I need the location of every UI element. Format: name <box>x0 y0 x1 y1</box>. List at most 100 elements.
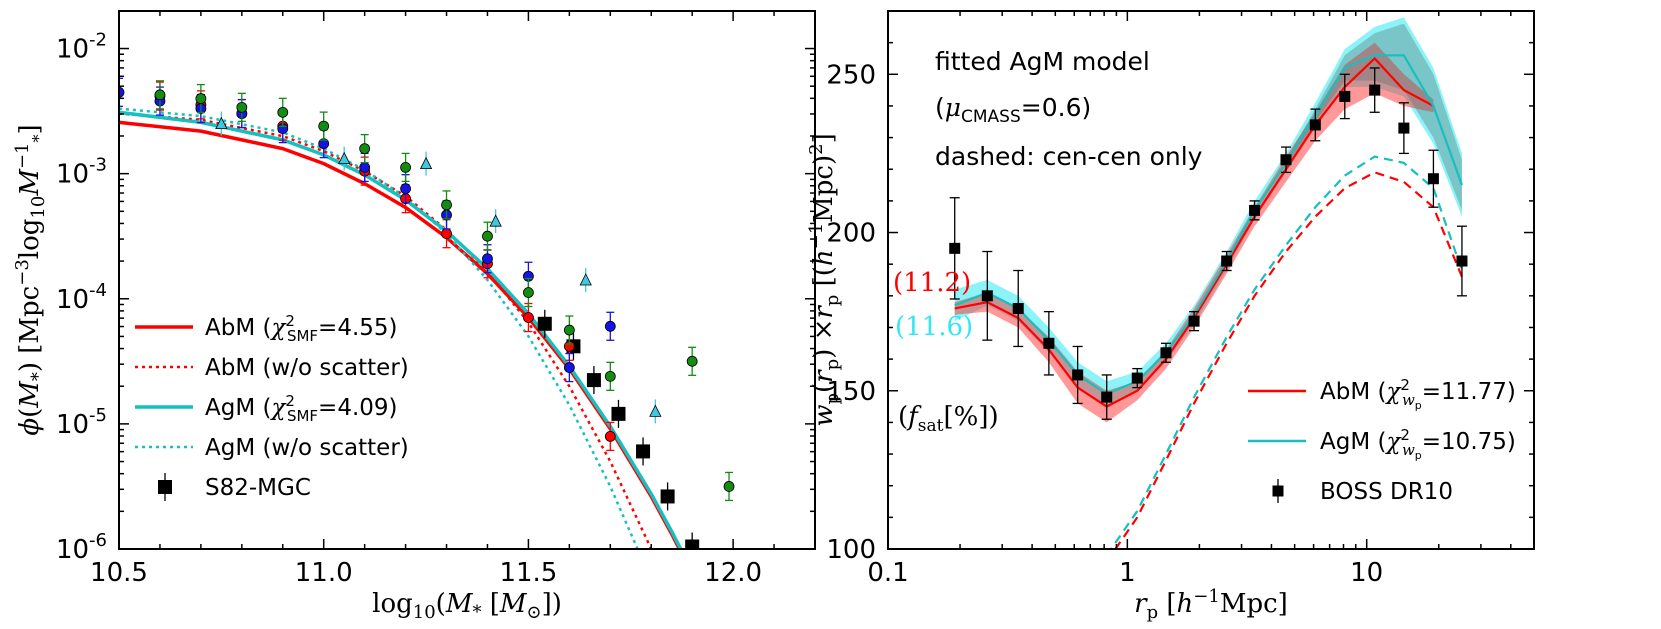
data-point-green <box>154 89 166 101</box>
legend-label: AgM (χ2 SMF=4.09) <box>205 392 398 425</box>
data-point-blue <box>482 253 493 265</box>
legend-chi: χ <box>1384 429 1402 455</box>
y-tick-exponent: -5 <box>89 405 107 426</box>
data-point-boss <box>981 290 993 302</box>
band-abm <box>954 42 1434 423</box>
data-point-green <box>441 199 452 211</box>
data-point-s82-mgc <box>611 406 626 421</box>
data-point-boss <box>1369 84 1381 96</box>
data-point-blue <box>604 320 616 332</box>
x-tick-label: 11.0 <box>295 558 353 588</box>
data-point-boss <box>1280 154 1292 166</box>
data-point-boss <box>1072 369 1084 381</box>
legend-chi-sub: SMF <box>287 327 318 345</box>
legend-chi: χ <box>269 315 287 341</box>
data-point-green <box>400 161 411 173</box>
legend-chi: χ <box>1384 379 1402 405</box>
data-point-triangle <box>649 404 662 417</box>
right-axes-frame <box>887 10 1535 550</box>
x-tick-label: 10.5 <box>90 558 148 588</box>
data-point-boss <box>1249 204 1261 216</box>
y-tick-exponent: -4 <box>89 280 107 301</box>
data-point-green <box>277 106 289 118</box>
band-agm <box>954 17 1462 407</box>
legend-chi-sup: 2 <box>285 312 295 330</box>
y-tick-label: 100 <box>826 535 876 565</box>
data-point-triangle <box>579 273 592 286</box>
right-ylabel: wp(rp) ×rp [(h−1Mpc)2] <box>806 133 843 427</box>
data-point-boss <box>1339 90 1351 102</box>
data-point-s82-mgc <box>537 316 552 331</box>
legend-marker-square <box>158 480 172 494</box>
y-tick-label: 200 <box>826 219 876 249</box>
data-point-green <box>563 324 575 336</box>
data-point-boss <box>1043 337 1055 349</box>
legend-chi-value: =4.55) <box>318 315 397 341</box>
legend-chi-sub: w <box>1402 441 1415 459</box>
data-point-triangle <box>419 156 433 170</box>
annotation-fsat-abm: (11.2) <box>893 268 971 298</box>
data-point-boss <box>1012 302 1024 314</box>
data-point-green <box>523 287 534 298</box>
y-tick-label: 10-5 <box>56 405 107 440</box>
y-tick-label: 250 <box>826 60 876 90</box>
x-tick-label: 1 <box>1119 558 1136 588</box>
legend-chi-sup: 2 <box>285 392 295 410</box>
legend-chi-subsub: p <box>1415 399 1422 412</box>
data-point-s82-mgc <box>710 595 724 609</box>
left-ylabel: ϕ(M*) [Mpc−3log10M−1*] <box>12 124 49 435</box>
data-point-green <box>236 101 248 113</box>
data-point-boss <box>1427 173 1439 185</box>
x-tick-label: 12.0 <box>704 558 762 588</box>
data-point-boss <box>1398 122 1410 134</box>
legend-label: AbM (w/o scatter) <box>205 355 409 381</box>
data-point-green <box>195 93 207 104</box>
y-tick-exponent: -6 <box>89 530 107 551</box>
data-point-red <box>441 228 452 240</box>
y-tick-label: 10-2 <box>56 30 107 65</box>
legend-chi-sub: w <box>1402 391 1415 409</box>
y-tick-label: 10-3 <box>56 155 107 190</box>
data-point-boss <box>1160 347 1172 359</box>
data-point-triangle <box>489 214 502 227</box>
left-panel-smf: 10.5 11.0 11.5 12.010-610-510-410-310-2 log… <box>12 10 816 623</box>
series-line-agm-cen-cen <box>1109 155 1463 549</box>
data-point-red <box>523 312 534 323</box>
annotation-dashed: dashed: cen-cen only <box>935 142 1203 171</box>
data-point-boss <box>1188 315 1200 327</box>
y-tick-exponent: -3 <box>89 155 107 176</box>
data-point-green <box>482 230 493 242</box>
legend-label: AbM (χ2 wp=11.77) <box>1320 376 1516 412</box>
data-point-blue <box>400 183 411 195</box>
x-tick-label: 0.1 <box>867 558 908 588</box>
legend-label: AgM (χ2 wp=10.75) <box>1320 426 1516 462</box>
data-point-blue <box>359 161 371 173</box>
y-tick-exponent: -2 <box>89 30 107 51</box>
data-point-boss <box>1456 255 1468 267</box>
data-point-boss <box>949 242 961 254</box>
left-legend: AbM (χ2 SMF=4.55) AbM (w/o scatter) AgM (χ2… <box>135 312 409 501</box>
data-point-green <box>686 355 698 367</box>
data-point-blue <box>119 86 125 98</box>
x-tick-label: 10 <box>1350 558 1383 588</box>
data-point-blue <box>563 362 575 373</box>
legend-chi-value: =10.75) <box>1422 429 1516 455</box>
legend-chi-sup: 2 <box>1400 376 1410 394</box>
legend-label: BOSS DR10 <box>1320 479 1453 505</box>
x-tick-label: 11.5 <box>499 558 557 588</box>
legend-chi-value: =11.77) <box>1422 379 1516 405</box>
data-point-green <box>604 370 616 382</box>
data-point-boss <box>1131 372 1143 384</box>
data-point-green <box>359 143 371 155</box>
annotation-model: fitted AgM model <box>935 47 1150 76</box>
legend-chi: χ <box>269 395 287 421</box>
series-line-agm <box>954 54 1463 396</box>
data-point-triangle <box>215 116 228 130</box>
data-point-red <box>604 430 616 442</box>
legend-label: AbM (χ2 SMF=4.55) <box>205 312 398 345</box>
right-xlabel: rp [h−1Mpc] <box>1134 586 1288 623</box>
y-tick-label: 10-4 <box>56 280 107 315</box>
legend-chi-value: =4.09) <box>318 395 397 421</box>
legend-chi-subsub: p <box>1415 449 1422 462</box>
